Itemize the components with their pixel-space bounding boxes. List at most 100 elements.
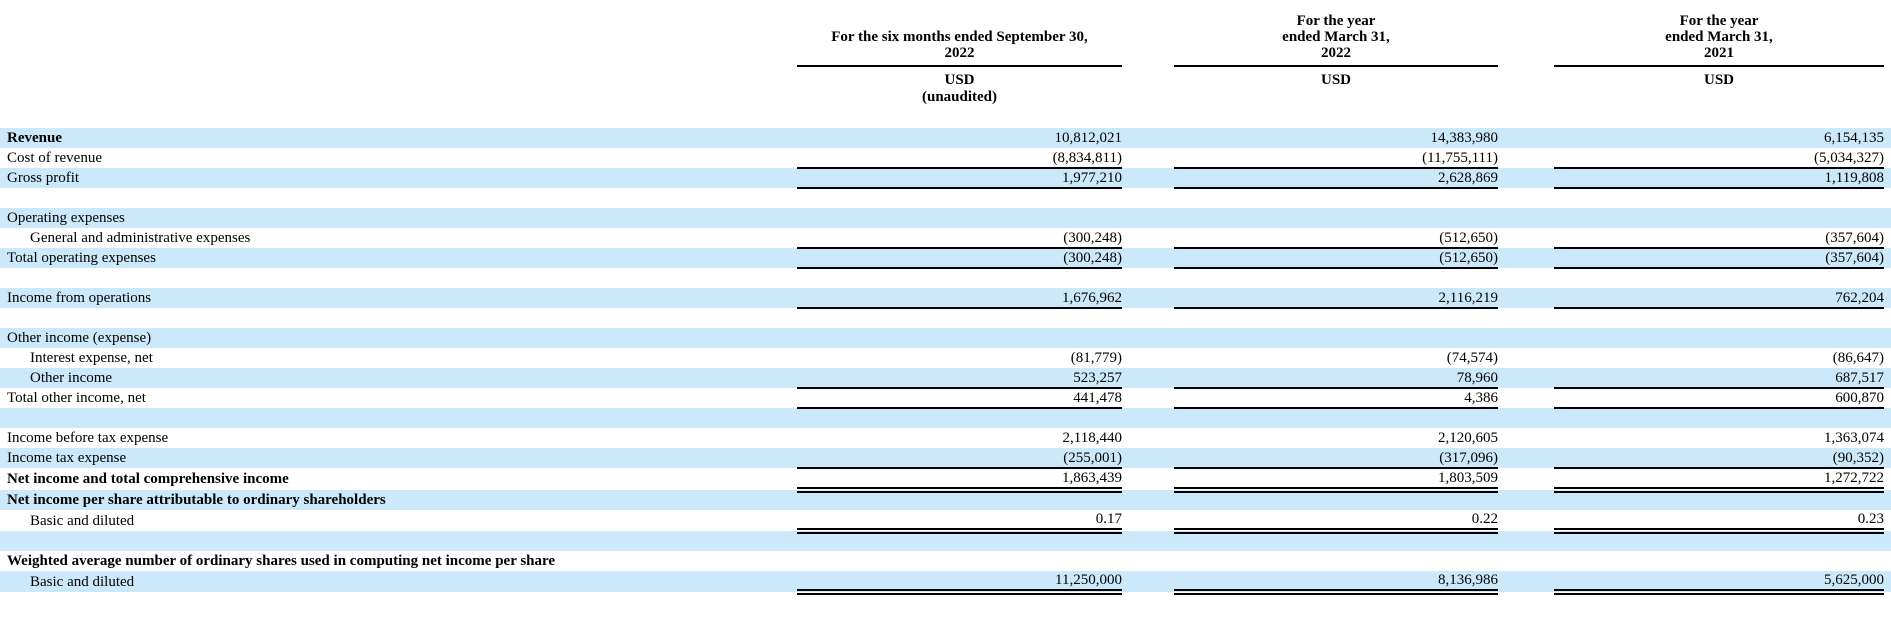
column-currency-2: USD [1703,72,1734,88]
column-gap [1498,428,1554,448]
cell-value: (5,034,327) [1554,148,1884,169]
column-gap [1884,510,1891,531]
cell-value: 10,812,021 [1054,130,1123,146]
column-gap [1884,66,1891,128]
column-gap [1498,348,1554,368]
table-row: Basic and diluted 11,250,000 8,136,986 5… [0,571,1891,595]
column-gap [1498,148,1554,168]
cell-value [797,328,1122,348]
table-row: Gross profit 1,977,210 2,628,869 1,119,8… [0,168,1891,189]
column-gap [1498,531,1554,551]
cell-value: 78,960 [1174,368,1498,389]
column-header-period-2: For the year ended March 31, 2021 [1554,0,1884,67]
column-gap [1122,248,1174,268]
column-gap [1498,368,1554,388]
column-gap [1884,388,1891,408]
cell-value: (81,779) [1070,350,1122,366]
column-gap [1498,188,1554,208]
cell-value: 1,863,439 [797,468,1122,493]
table-row: General and administrative expenses (300… [0,228,1891,249]
column-gap [1122,148,1174,168]
cell-value [1174,308,1498,328]
column-gap [1122,388,1174,408]
column-gap [1122,0,1174,66]
row-label: Income tax expense [7,450,127,466]
column-gap [1122,468,1174,490]
cell-value [797,531,1122,551]
row-label: Basic and diluted [30,512,135,529]
cell-value: 4,386 [1174,388,1498,409]
table-row [0,268,1891,288]
table-row: Net income and total comprehensive incom… [0,468,1891,493]
cell-value: 1,803,509 [1174,468,1498,493]
cell-value [1554,188,1884,208]
column-gap [1884,490,1891,510]
cell-value [797,188,1122,208]
column-gap [1884,328,1891,348]
column-gap [1122,428,1174,448]
cell-value [797,551,1122,571]
column-gap [1884,268,1891,288]
row-label [0,308,797,328]
table-row: Income before tax expense 2,118,440 2,12… [0,428,1891,448]
cell-value: (512,650) [1174,248,1498,269]
column-gap [1122,168,1174,188]
cell-value: (8,834,811) [797,148,1122,169]
column-gap [1122,531,1174,551]
column-gap [1884,448,1891,468]
cell-value [1554,328,1884,348]
column-gap [1498,208,1554,228]
column-gap [1884,208,1891,228]
column-gap [1498,571,1554,592]
column-gap [1498,388,1554,408]
cell-value: 6,154,135 [1824,130,1884,146]
table-row: Cost of revenue (8,834,811) (11,755,111)… [0,148,1891,169]
column-gap [1884,348,1891,368]
column-gap [1884,188,1891,208]
cell-value: 2,628,869 [1174,168,1498,189]
cell-value: (357,604) [1554,248,1884,269]
column-gap [1122,288,1174,308]
cell-value: 2,120,605 [1438,430,1498,446]
column-gap [1498,328,1554,348]
cell-value [1554,531,1884,551]
cell-value: 0.17 [797,510,1122,534]
column-gap [1498,448,1554,468]
column-gap [1122,490,1174,510]
cell-value: 2,116,219 [1174,288,1498,309]
table-row: Net income per share attributable to ord… [0,490,1891,510]
cell-value: (74,574) [1446,350,1498,366]
cell-value: (11,755,111) [1174,148,1498,169]
column-gap [1884,148,1891,168]
column-gap [1884,368,1891,388]
row-label [0,408,797,428]
column-gap [1122,328,1174,348]
row-label: Cost of revenue [7,150,102,166]
income-statement-table: For the six months ended September 30, 2… [0,0,1891,595]
cell-value [1174,551,1498,571]
header-period-row: For the six months ended September 30, 2… [0,0,1891,67]
column-gap [1884,128,1891,148]
cell-value: 0.23 [1554,510,1884,534]
cell-value: 441,478 [797,388,1122,409]
row-label: Operating expenses [7,210,125,226]
column-header-period-0: For the six months ended September 30, 2… [797,0,1122,67]
unaudited-note: (unaudited) [921,89,998,105]
column-gap [1884,0,1891,66]
cell-value [1174,268,1498,288]
column-gap [1498,268,1554,288]
row-label: Other income (expense) [7,330,152,346]
cell-value: (300,248) [797,228,1122,249]
cell-value: (255,001) [797,448,1122,469]
column-gap [1122,510,1174,531]
cell-value: 1,119,808 [1554,168,1884,189]
table-row: Operating expenses [0,208,1891,228]
column-gap [1122,408,1174,428]
column-gap [1884,551,1891,571]
cell-value [1554,268,1884,288]
table-row: Revenue 10,812,021 14,383,980 6,154,135 [0,128,1891,148]
cell-value: (357,604) [1554,228,1884,249]
cell-value: (300,248) [797,248,1122,269]
row-label: Net income and total comprehensive incom… [7,471,289,487]
column-gap [1884,408,1891,428]
